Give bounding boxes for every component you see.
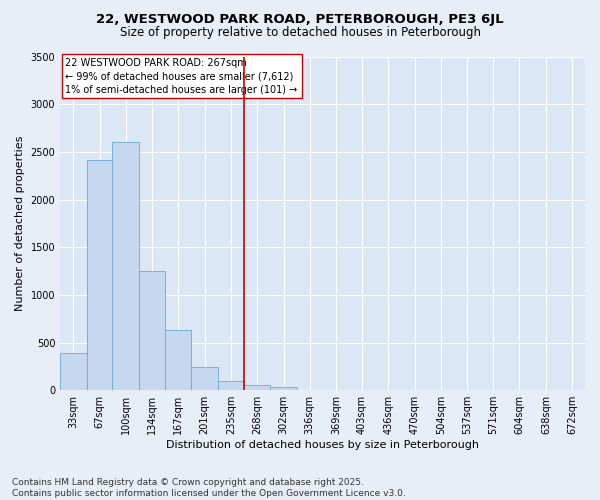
Text: Contains HM Land Registry data © Crown copyright and database right 2025.
Contai: Contains HM Land Registry data © Crown c… xyxy=(12,478,406,498)
Bar xyxy=(87,160,112,390)
Bar xyxy=(60,353,87,390)
Bar xyxy=(165,330,191,390)
Bar xyxy=(218,380,244,390)
Text: 22 WESTWOOD PARK ROAD: 267sqm
← 99% of detached houses are smaller (7,612)
1% of: 22 WESTWOOD PARK ROAD: 267sqm ← 99% of d… xyxy=(65,58,298,94)
Bar xyxy=(139,271,165,390)
Bar xyxy=(244,385,270,390)
Bar xyxy=(270,388,297,390)
Y-axis label: Number of detached properties: Number of detached properties xyxy=(15,136,25,311)
Text: 22, WESTWOOD PARK ROAD, PETERBOROUGH, PE3 6JL: 22, WESTWOOD PARK ROAD, PETERBOROUGH, PE… xyxy=(96,12,504,26)
Bar xyxy=(191,367,218,390)
Text: Size of property relative to detached houses in Peterborough: Size of property relative to detached ho… xyxy=(119,26,481,39)
Bar xyxy=(112,142,139,390)
X-axis label: Distribution of detached houses by size in Peterborough: Distribution of detached houses by size … xyxy=(166,440,479,450)
